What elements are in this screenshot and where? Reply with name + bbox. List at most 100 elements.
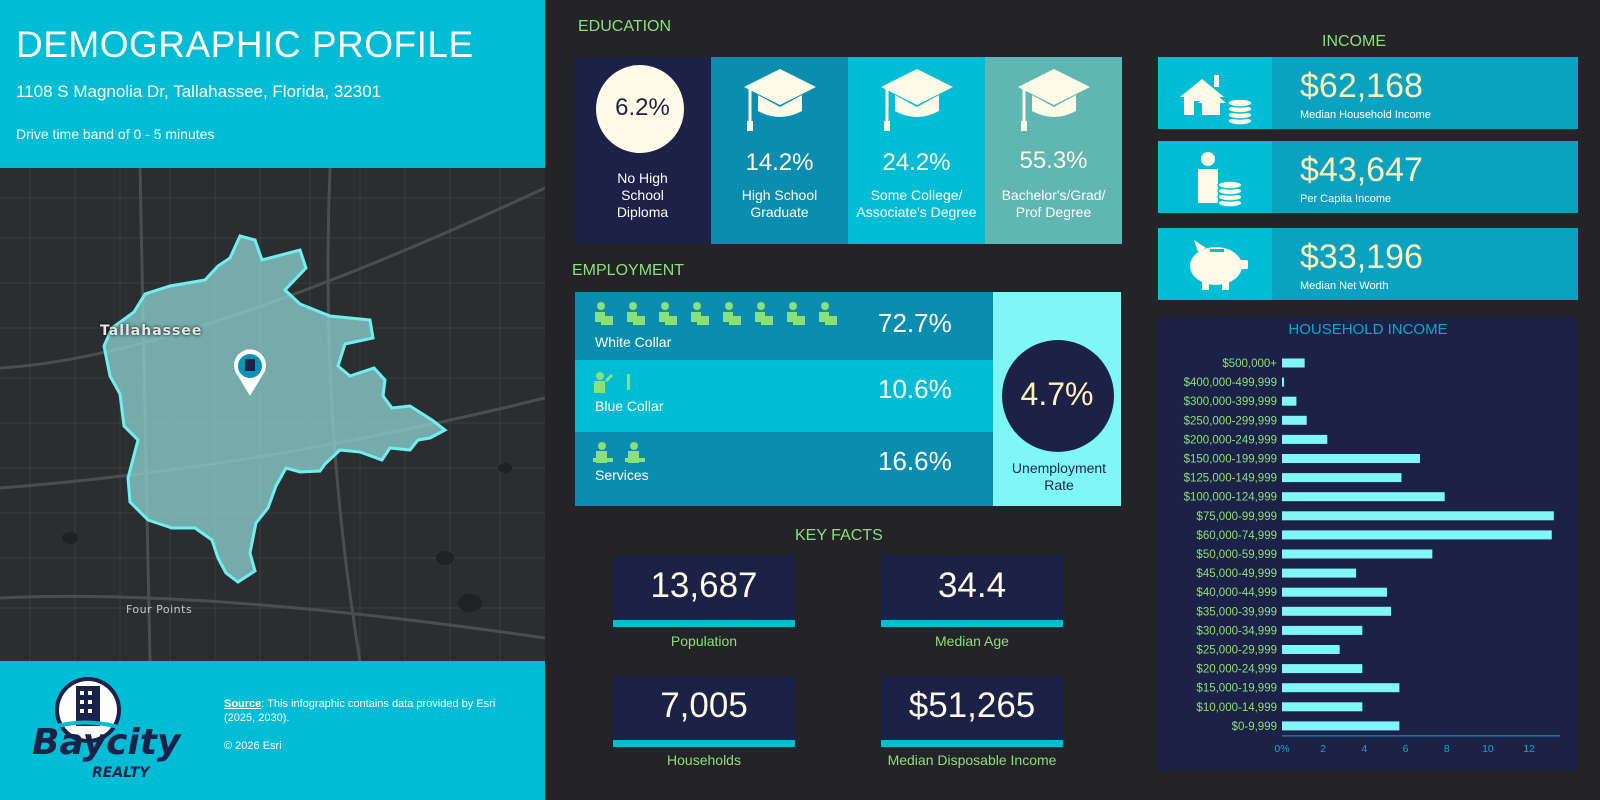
category-label: $125,000-149,999 [1184, 473, 1277, 485]
x-tick-label: 2 [1320, 743, 1326, 755]
office-worker-icons [595, 302, 837, 325]
key-fact-bar [881, 740, 1063, 747]
x-tick-label: 10 [1482, 743, 1494, 755]
income-value: $43,647 [1300, 151, 1423, 189]
unemployment-label: Unemployment Rate [1011, 460, 1107, 493]
category-label: $250,000-299,999 [1184, 415, 1277, 427]
employment-value: 72.7% [878, 308, 952, 338]
household-income-chart: HOUSEHOLD INCOME $500,000+ $400,000-499,9… [1184, 321, 1560, 755]
piggy-bank-icon-box [1158, 228, 1272, 300]
category-label: $50,000-59,999 [1196, 549, 1277, 561]
education-item-hs-grad: 14.2% High School Graduate [711, 57, 848, 244]
income-bar [1282, 568, 1357, 578]
employment-row-blue-collar: Blue Collar 10.6% [575, 360, 993, 432]
income-bar [1282, 492, 1445, 502]
person-coins-icon [1198, 152, 1243, 208]
key-facts-heading: KEY FACTS [795, 527, 883, 544]
education-label: Bachelor's/Grad/ Prof Degree [1001, 187, 1106, 220]
source-text: : This infographic contains data provide… [224, 698, 496, 724]
category-label: $35,000-39,999 [1196, 606, 1277, 618]
household-income-panel: HOUSEHOLD INCOME $500,000+ $400,000-499,9… [1158, 317, 1578, 770]
worker-icon [594, 372, 630, 393]
employment-heading: EMPLOYMENT [572, 262, 685, 279]
category-label: $0-9,999 [1232, 721, 1277, 733]
income-bar [1282, 396, 1297, 406]
key-fact-bar [881, 620, 1063, 627]
income-net-worth: $33,196 Median Net Worth [1158, 228, 1578, 300]
key-fact-label: Population [670, 633, 738, 649]
employment-value: 16.6% [878, 446, 952, 476]
source-note: Source: This infographic contains data p… [224, 697, 524, 725]
key-fact-value: 34.4 [937, 566, 1007, 605]
house-coins-icon [1180, 75, 1253, 126]
income-bar [1282, 511, 1554, 521]
income-value: $33,196 [1300, 238, 1423, 276]
address-text: 1108 S Magnolia Dr, Tallahassee, Florida… [16, 82, 382, 101]
key-fact-value: $51,265 [908, 686, 1036, 725]
baycity-realty-logo: Baycity REALTY [28, 672, 198, 782]
employment-value: 10.6% [878, 374, 952, 404]
category-label: $75,000-99,999 [1196, 511, 1277, 523]
drive-time-text: Drive time band of 0 - 5 minutes [16, 126, 215, 142]
map-label-tallahassee: Tallahassee [100, 323, 203, 339]
income-bar [1282, 606, 1392, 616]
location-pin-icon [234, 349, 266, 396]
drive-time-polygon [102, 234, 448, 584]
copyright-text: © 2026 Esri [224, 740, 282, 752]
graduation-cap-icon [880, 69, 953, 131]
unemployment-circle [1002, 340, 1114, 452]
income-heading: INCOME [1322, 33, 1386, 50]
income-label: Median Net Worth [1300, 280, 1389, 292]
unemployment-value: 4.7% [1020, 376, 1094, 412]
income-bar [1282, 377, 1285, 387]
education-item-no-diploma: 6.2% No High School Diploma [574, 57, 711, 244]
category-label: $45,000-49,999 [1196, 568, 1277, 580]
income-bar [1282, 702, 1363, 712]
graduation-cap-icon [1017, 69, 1090, 131]
source-link[interactable]: Source [224, 698, 262, 710]
income-bar [1282, 454, 1420, 463]
key-fact-label: Median Disposable Income [887, 752, 1057, 768]
key-fact-label: Median Age [935, 633, 1009, 649]
person-icon-box [1158, 141, 1272, 213]
education-heading: EDUCATION [578, 18, 672, 35]
education-value: 55.3% [1019, 147, 1088, 174]
income-bar [1282, 664, 1363, 674]
x-tick-label: 6 [1403, 743, 1409, 755]
key-fact-bar [613, 740, 795, 747]
svg-text:Baycity: Baycity [32, 722, 182, 763]
key-fact-median-age: 34.4 [881, 556, 1063, 620]
category-label: $20,000-24,999 [1196, 664, 1277, 676]
x-tick-label: 0% [1274, 743, 1289, 755]
income-bar [1282, 358, 1305, 368]
employment-label: Services [595, 467, 649, 483]
svg-text:REALTY: REALTY [92, 765, 151, 781]
category-label: $40,000-44,999 [1196, 587, 1277, 599]
key-fact-value: 13,687 [650, 566, 758, 605]
income-bar [1282, 415, 1307, 425]
income-label: Per Capita Income [1300, 193, 1392, 205]
service-worker-icons [593, 442, 645, 463]
income-bar [1282, 530, 1552, 540]
x-tick-label: 12 [1523, 743, 1535, 755]
education-label: Some College/ Associate's Degree [856, 187, 977, 220]
category-label: $300,000-399,999 [1184, 396, 1277, 408]
map-label-four-points: Four Points [126, 603, 193, 616]
key-fact-disposable-income: $51,265 [881, 676, 1063, 740]
graduation-cap-icon [743, 69, 816, 131]
income-bar [1282, 473, 1402, 483]
category-label: $15,000-19,999 [1196, 683, 1277, 695]
building-logo-icon: Baycity REALTY [32, 677, 182, 781]
category-label: $100,000-124,999 [1184, 492, 1277, 504]
education-label: High School Graduate [741, 187, 818, 220]
income-bar [1282, 683, 1400, 693]
category-label: $25,000-29,999 [1196, 645, 1277, 657]
map-view[interactable] [0, 168, 545, 661]
category-label: $60,000-74,999 [1196, 530, 1277, 542]
employment-label: Blue Collar [595, 398, 664, 414]
category-label: $150,000-199,999 [1184, 454, 1277, 466]
no-diploma-circle [596, 65, 684, 153]
education-value: 14.2% [745, 149, 814, 176]
category-label: $400,000-499,999 [1184, 377, 1277, 389]
income-value: $62,168 [1300, 67, 1423, 105]
